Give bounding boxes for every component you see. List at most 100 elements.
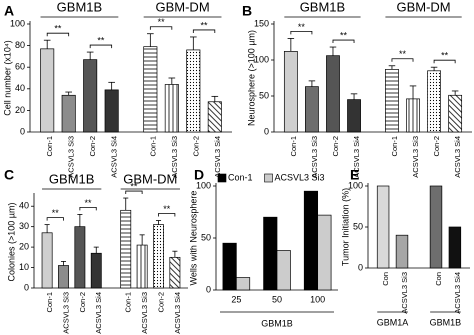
error-bar	[123, 197, 129, 211]
y-tick-label: 100	[348, 180, 363, 190]
error-bar	[43, 39, 51, 49]
x-tick-label: Con	[434, 272, 443, 286]
significance-bracket	[149, 26, 173, 30]
significance-bracket	[79, 207, 97, 211]
y-tick-label: 150	[254, 18, 269, 28]
significance-bracket	[433, 59, 456, 64]
legend-swatch	[264, 173, 273, 183]
significance-label: **	[85, 198, 93, 208]
significance-label: **	[97, 35, 105, 45]
x-tick-label: ACSVL3 Si4	[110, 136, 119, 178]
significance-label: **	[298, 22, 306, 32]
error-bar	[211, 95, 219, 102]
error-bar	[409, 85, 417, 99]
x-tick-label: ACSVL3 Si3	[140, 292, 149, 334]
y-tick-label: 0	[206, 284, 211, 294]
error-bar	[65, 91, 73, 96]
x-tick-label: ACSVL3 Si3	[400, 272, 409, 314]
x-tick-label: 50	[272, 294, 282, 304]
bar	[207, 101, 222, 133]
bar	[448, 226, 462, 269]
bar	[385, 69, 399, 133]
x-tick-label: Con-1	[45, 292, 54, 312]
significance-bracket	[192, 29, 216, 33]
error-bar	[86, 51, 94, 60]
bar	[395, 234, 409, 269]
bar	[169, 256, 181, 289]
significance-bracket	[391, 58, 414, 62]
x-tick-label: Con-2	[156, 292, 165, 312]
y-tick-label: 0	[264, 126, 269, 136]
x-tick-label: Con-1	[148, 136, 157, 156]
significance-label: **	[201, 20, 209, 30]
x-tick-label: ACSVL3 Si3	[310, 136, 319, 178]
bar	[143, 46, 158, 133]
bar	[104, 89, 119, 133]
group-label: GBM1B	[49, 171, 95, 186]
y-tick-label: 0	[24, 282, 29, 292]
significance-label: **	[52, 208, 60, 218]
significance-bracket	[332, 39, 355, 44]
error-bar	[189, 36, 197, 50]
error-bar	[350, 93, 358, 100]
bar	[303, 190, 319, 291]
error-bar	[430, 66, 438, 71]
y-axis-label: Wells with Neurosphere	[188, 191, 198, 286]
y-tick-label: 20	[19, 241, 29, 251]
y-tick-label: 20	[15, 105, 25, 115]
error-bar	[388, 65, 396, 70]
x-tick-label: Con-1	[390, 136, 399, 156]
y-tick-label: 50	[353, 221, 363, 231]
bar	[283, 51, 298, 133]
bar	[74, 226, 86, 289]
error-bar	[108, 81, 115, 90]
legend-swatch	[217, 173, 227, 183]
significance-bracket	[158, 213, 176, 217]
error-bar	[168, 77, 176, 85]
x-tick-label: ACSVL3 Si4	[213, 136, 222, 178]
x-tick-label: Con-2	[331, 136, 340, 156]
significance-bracket	[125, 190, 143, 195]
bar	[61, 94, 76, 133]
significance-bracket	[46, 32, 70, 37]
y-axis-label: Cell number (x10⁴)	[2, 40, 12, 115]
panel-letter: D	[194, 167, 204, 183]
x-tick-label: Con-1	[124, 292, 133, 312]
bar	[347, 99, 361, 133]
bar	[448, 94, 463, 133]
bar	[153, 224, 164, 289]
bar	[136, 244, 148, 289]
bar	[305, 86, 319, 133]
bar	[326, 55, 340, 133]
group-label: GBM1B	[57, 0, 103, 14]
x-axis-label: GBM1B	[261, 318, 293, 328]
bar	[429, 185, 443, 269]
y-tick-label: 40	[19, 201, 29, 211]
bar	[276, 250, 291, 291]
x-tick-label: Con-1	[289, 136, 298, 156]
y-tick-label: 100	[196, 180, 211, 190]
bar	[317, 214, 332, 291]
bar	[376, 185, 390, 269]
significance-label: **	[54, 24, 62, 34]
y-tick-label: 0	[20, 126, 25, 136]
x-tick-label: ACSVL3 Si3	[61, 292, 70, 334]
error-bar	[451, 90, 459, 96]
group-label: GBM-DM	[396, 0, 450, 14]
significance-bracket	[290, 31, 313, 35]
error-bar	[155, 220, 162, 225]
panel-letter: B	[242, 3, 252, 19]
significance-label: **	[130, 181, 138, 191]
bar	[41, 232, 53, 289]
error-bar	[139, 234, 145, 246]
x-tick-label: Con-2	[191, 136, 200, 156]
group-label: GBM-DM	[123, 171, 177, 186]
x-tick-label: ACSVL3 Si4	[94, 292, 103, 334]
y-tick-label: 10	[19, 262, 29, 272]
y-tick-label: 80	[15, 40, 25, 50]
x-tick-label: ACSVL3 Si3	[411, 136, 420, 178]
bar	[186, 49, 201, 133]
y-tick-label: 0	[358, 262, 363, 272]
x-tick-label: ACSVL3 Si4	[173, 292, 182, 334]
